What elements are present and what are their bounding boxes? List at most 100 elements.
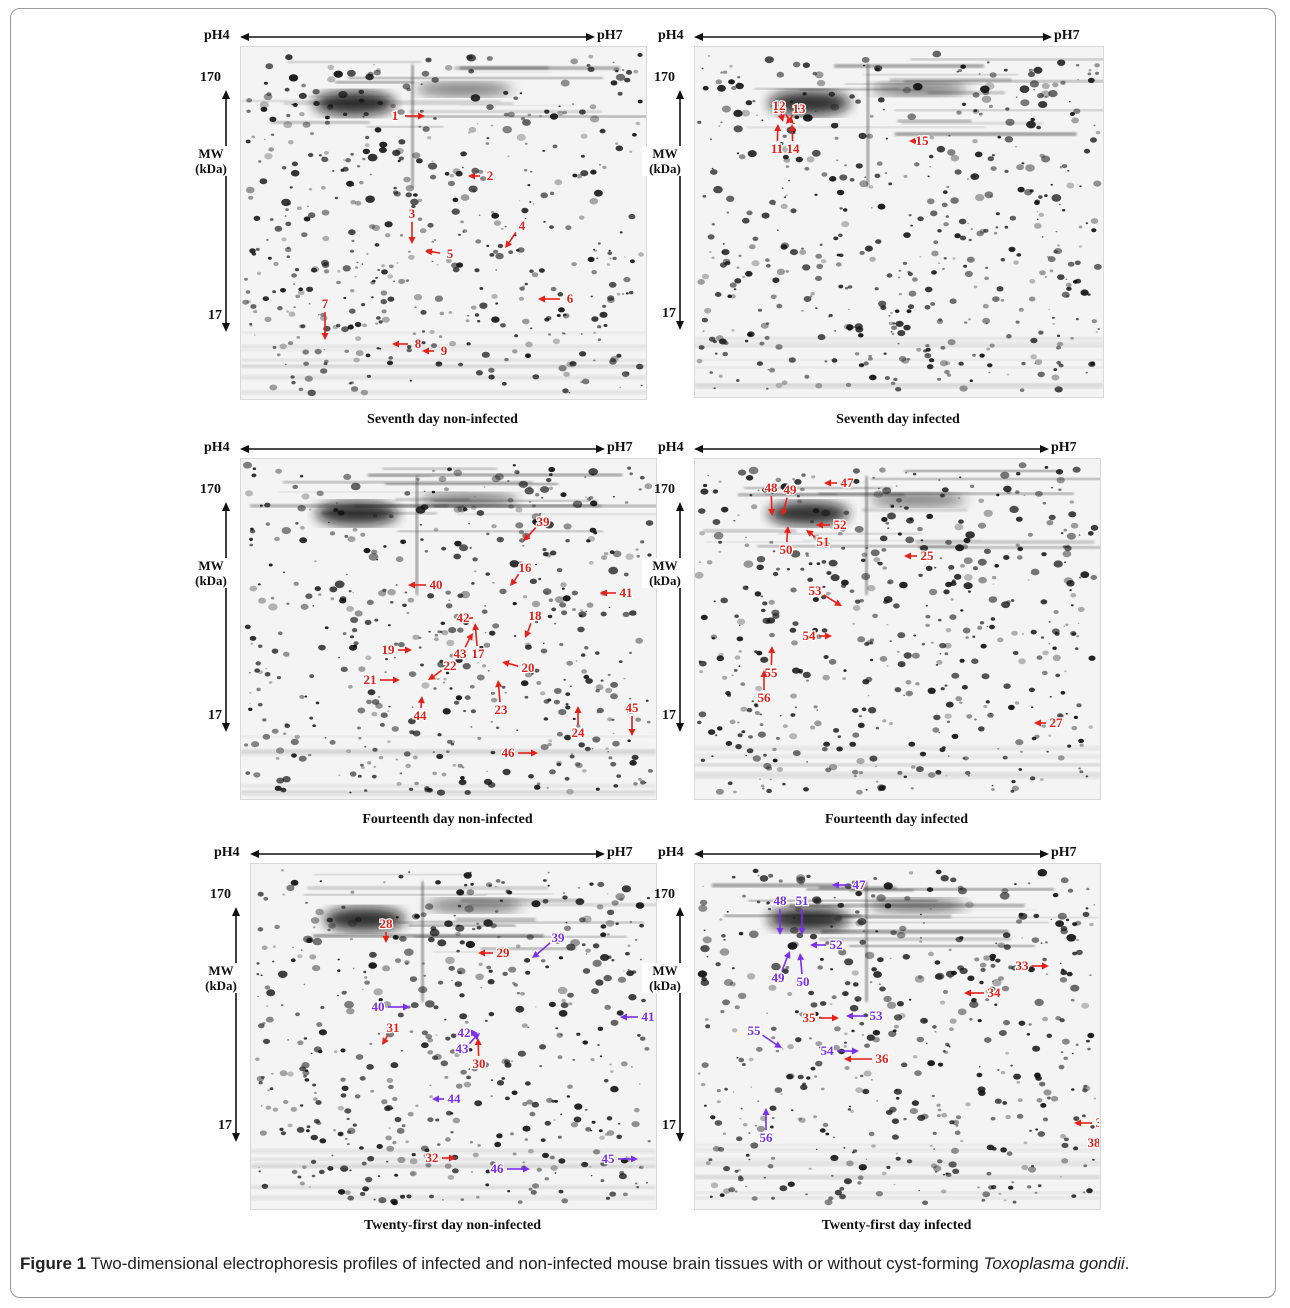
mw-range-arrow	[676, 907, 684, 1142]
mw-label-unit: (kDa)	[195, 161, 227, 176]
spot-label: 18	[529, 608, 543, 623]
spot-label: 48	[774, 893, 788, 908]
spot-marker-32: 32	[424, 1149, 456, 1166]
mw-bottom-label: 17	[662, 306, 676, 321]
spot-marker-38: 38	[1086, 1134, 1099, 1152]
spot-label: 31	[387, 1020, 400, 1035]
spot-label: 45	[626, 700, 640, 715]
gel-image	[694, 458, 1101, 800]
panel-caption: Seventh day non-infected	[367, 412, 518, 427]
spot-marker-40: 40	[370, 998, 410, 1015]
spot-marker-21: 21	[362, 671, 400, 688]
spot-marker-46: 46	[500, 744, 538, 761]
spot-label: 56	[758, 690, 772, 705]
spot-marker-35: 35	[801, 1009, 839, 1026]
spot-label: 34	[988, 985, 1002, 1000]
mw-label: MW (kDa)	[188, 558, 234, 588]
spot-annotations: 1 2 3 4 5 6 7 8 9	[321, 107, 576, 360]
spot-marker-44: 44	[432, 1090, 462, 1107]
spot-label: 53	[870, 1008, 884, 1023]
spot-label: 46	[502, 745, 516, 760]
spot-label: 33	[1016, 958, 1030, 973]
panel-caption: Fourteenth day infected	[824, 812, 969, 827]
mw-range-arrow	[222, 90, 230, 332]
spot-annotations: 48 49 47 52 51 50 25 53 26 54	[756, 474, 1064, 732]
mw-label-text: MW	[652, 146, 678, 161]
spot-label: 10	[773, 101, 786, 116]
mw-range-arrow	[232, 907, 240, 1142]
spot-label: 56	[760, 1130, 774, 1145]
spot-label: 42	[458, 1025, 471, 1040]
spot-marker-36: 36	[844, 1050, 890, 1067]
panel-seventh-day-infected: pH4 pH7 170 MW (kDa) 17 10 11 12 13	[642, 28, 1112, 432]
spot-label: 50	[797, 974, 810, 989]
spot-label: 22	[444, 658, 457, 673]
spot-label: 2	[487, 168, 494, 183]
ph-right-label: pH7	[1054, 28, 1080, 43]
spot-marker-33: 33	[1014, 957, 1049, 974]
spot-marker-44: 44	[412, 696, 428, 724]
spot-marker-41: 41	[600, 584, 634, 601]
panel-twenty-first-day-infected: pH4 pH7 170 MW (kDa) 17 48 51 47 52	[642, 845, 1109, 1238]
spot-label: 40	[430, 577, 443, 592]
ph-left-label: pH4	[658, 845, 684, 860]
spot-label: 39	[552, 930, 566, 945]
spot-label: 54	[803, 628, 817, 643]
mw-top-label: 170	[654, 887, 675, 902]
spot-marker-51: 51	[794, 892, 810, 935]
gel-image	[694, 46, 1104, 398]
ph-right-label: pH7	[607, 440, 633, 455]
spot-marker-50: 50	[795, 953, 811, 990]
spot-marker-39: 39	[523, 513, 551, 541]
spot-marker-17: 17	[470, 623, 486, 662]
spot-marker-30: 30	[471, 1038, 487, 1072]
spot-marker-39: 39	[532, 929, 566, 958]
spot-label: 40	[372, 999, 385, 1014]
spot-marker-34: 34	[964, 984, 1002, 1001]
mw-label: MW (kDa)	[642, 146, 688, 176]
mw-bottom-label: 17	[208, 308, 222, 323]
spot-marker-53: 53	[846, 1007, 884, 1024]
mw-label-text: MW	[208, 963, 234, 978]
ph-range-arrow	[240, 33, 595, 41]
mw-label-text: MW	[652, 558, 678, 573]
spot-label: 53	[809, 583, 823, 598]
ph-range-arrow	[240, 445, 605, 453]
figure-caption: Figure 1 Two-dimensional electrophoresis…	[20, 1253, 1260, 1275]
spot-label: 47	[853, 877, 867, 892]
spot-label: 16	[519, 560, 533, 575]
mw-label-unit: (kDa)	[195, 573, 227, 588]
spot-marker-47: 47	[832, 876, 867, 893]
ph-range-arrow	[694, 33, 1052, 41]
spot-marker-56: 56	[756, 670, 772, 706]
spot-marker-24: 24	[570, 706, 586, 741]
spot-marker-52: 52	[816, 516, 848, 533]
mw-label-text: MW	[198, 558, 224, 573]
spot-marker-16: 16	[510, 559, 533, 586]
panel-caption: Fourteenth day non-infected	[362, 812, 533, 827]
spot-label: 19	[382, 642, 396, 657]
mw-top-label: 170	[200, 70, 221, 85]
panel-caption: Seventh day infected	[836, 412, 960, 427]
mw-top-label: 170	[200, 482, 221, 497]
spot-marker-43: 43	[454, 1033, 480, 1057]
spot-marker-13: 13	[786, 100, 807, 124]
spot-marker-49: 49	[780, 481, 798, 516]
spot-marker-53: 53	[807, 582, 842, 606]
spot-annotations: 10 11 12 13 14 15	[770, 97, 931, 158]
mw-label: MW (kDa)	[642, 963, 688, 993]
spot-label: 29	[497, 945, 511, 960]
panel-fourteenth-day-non-infected: pH4 pH7 170 MW (kDa) 17 39 16 40 41	[188, 440, 665, 832]
spot-marker-42: 42	[455, 609, 473, 626]
spot-marker-41: 41	[620, 1008, 655, 1025]
spot-marker-49: 49	[770, 951, 791, 986]
spot-marker-52: 52	[810, 936, 844, 953]
panel-twenty-first-day-non-infected: pH4 pH7 170 MW (kDa) 17 28 29 39 40	[198, 845, 665, 1238]
spot-label: 50	[780, 542, 793, 557]
spot-label: 17	[472, 646, 486, 661]
mw-bottom-label: 17	[662, 1118, 676, 1133]
gel-image	[250, 863, 657, 1210]
spot-label: 49	[772, 970, 786, 985]
spot-label: 4	[519, 218, 526, 233]
mw-label: MW (kDa)	[188, 146, 234, 176]
